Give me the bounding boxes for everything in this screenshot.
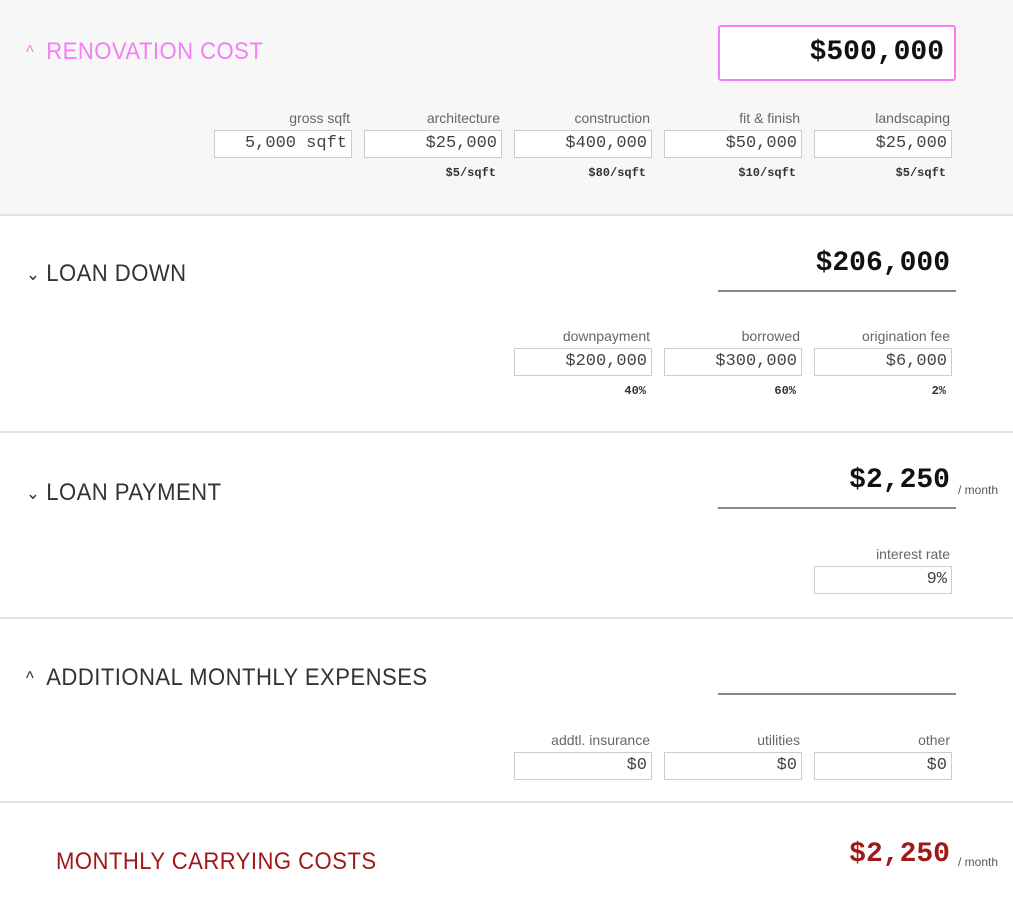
renovation-cost-section: ^ RENOVATION COST $500,000 gross sqft 5,00… <box>0 0 1013 216</box>
field-label: borrowed <box>741 328 800 344</box>
architecture-input[interactable]: $25,000 <box>364 130 502 158</box>
origination-fee-input[interactable]: $6,000 <box>814 348 952 376</box>
field-label: gross sqft <box>289 110 350 126</box>
field-label: origination fee <box>862 328 950 344</box>
field-label: addtl. insurance <box>551 732 650 748</box>
insurance-input[interactable]: $0 <box>514 752 652 780</box>
field-label: other <box>918 732 950 748</box>
insurance-field: addtl. insurance $0 <box>514 732 652 780</box>
percent: 40% <box>624 384 646 398</box>
section-title: LOAN PAYMENT <box>46 479 222 506</box>
downpayment-field: downpayment $200,000 40% <box>514 328 652 398</box>
fit-finish-field: fit & finish $50,000 $10/sqft <box>664 110 802 180</box>
section-title: LOAN DOWN <box>46 260 187 287</box>
field-label: downpayment <box>562 328 650 344</box>
loan-payment-toggle[interactable]: ⌄ LOAN PAYMENT <box>26 479 221 507</box>
chevron-down-icon: ⌄ <box>26 482 41 503</box>
field-label: interest rate <box>876 546 950 562</box>
loan-down-section: ⌄ LOAN DOWN $206,000 downpayment $200,000 4… <box>0 216 1013 433</box>
utilities-field: utilities $0 <box>664 732 802 780</box>
per-sqft: $5/sqft <box>445 166 496 180</box>
carrying-costs-title: MONTHLY CARRYING COSTS <box>56 848 377 875</box>
loan-down-total: $206,000 <box>718 236 956 292</box>
gross-sqft-input[interactable]: 5,000 sqft <box>214 130 352 158</box>
field-label: utilities <box>757 732 800 748</box>
other-field: other $0 <box>814 732 952 780</box>
renovation-cost-toggle[interactable]: ^ RENOVATION COST <box>26 38 263 66</box>
field-label: landscaping <box>875 110 950 126</box>
additional-expenses-toggle[interactable]: ^ ADDITIONAL MONTHLY EXPENSES <box>26 664 428 692</box>
percent: 60% <box>774 384 796 398</box>
per-sqft: $10/sqft <box>738 166 796 180</box>
renovation-total-input[interactable]: $500,000 <box>718 25 956 81</box>
chevron-down-icon: ⌄ <box>26 263 41 284</box>
percent: 2% <box>931 384 946 398</box>
chevron-up-icon: ^ <box>26 667 35 688</box>
architecture-field: architecture $25,000 $5/sqft <box>364 110 502 180</box>
per-month-label: / month <box>958 483 999 497</box>
utilities-input[interactable]: $0 <box>664 752 802 780</box>
borrowed-input[interactable]: $300,000 <box>664 348 802 376</box>
construction-input[interactable]: $400,000 <box>514 130 652 158</box>
landscaping-field: landscaping $25,000 $5/sqft <box>814 110 952 180</box>
borrowed-field: borrowed $300,000 60% <box>664 328 802 398</box>
chevron-up-icon: ^ <box>26 41 35 62</box>
interest-rate-field: interest rate 9% <box>814 546 952 594</box>
interest-rate-input[interactable]: 9% <box>814 566 952 594</box>
carrying-costs-total: $2,250 <box>849 839 950 870</box>
field-label: construction <box>574 110 650 126</box>
loan-payment-section: ⌄ LOAN PAYMENT $2,250 / month interest ra… <box>0 433 1013 619</box>
gross-sqft-field: gross sqft 5,000 sqft <box>214 110 352 158</box>
additional-expenses-section: ^ ADDITIONAL MONTHLY EXPENSES addtl. insu… <box>0 619 1013 803</box>
other-input[interactable]: $0 <box>814 752 952 780</box>
additional-total <box>718 639 956 695</box>
section-title: RENOVATION COST <box>46 38 264 65</box>
carrying-costs-section: MONTHLY CARRYING COSTS $2,250 / month <box>0 803 1013 900</box>
landscaping-input[interactable]: $25,000 <box>814 130 952 158</box>
section-title: ADDITIONAL MONTHLY EXPENSES <box>46 664 428 691</box>
origination-fee-field: origination fee $6,000 2% <box>814 328 952 398</box>
per-sqft: $80/sqft <box>588 166 646 180</box>
loan-payment-total: $2,250 <box>718 453 956 509</box>
fit-finish-input[interactable]: $50,000 <box>664 130 802 158</box>
per-month-label: / month <box>958 855 999 869</box>
field-label: architecture <box>426 110 500 126</box>
downpayment-input[interactable]: $200,000 <box>514 348 652 376</box>
field-label: fit & finish <box>739 110 800 126</box>
loan-down-toggle[interactable]: ⌄ LOAN DOWN <box>26 260 187 288</box>
per-sqft: $5/sqft <box>895 166 946 180</box>
construction-field: construction $400,000 $80/sqft <box>514 110 652 180</box>
